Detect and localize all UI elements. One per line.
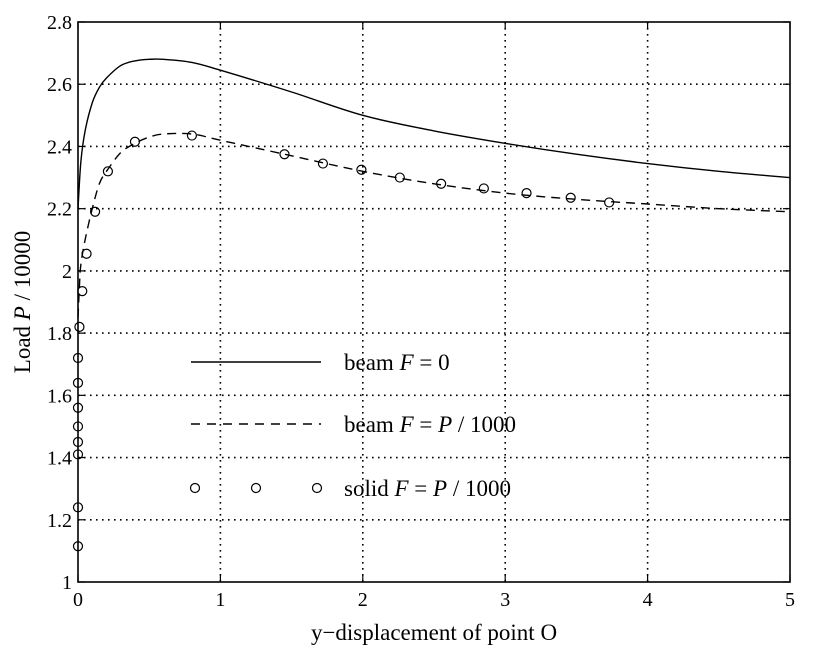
data-point-solid-f-p1000 bbox=[565, 192, 576, 203]
y-tick-label: 2.4 bbox=[47, 136, 72, 158]
legend-formula-2: P bbox=[437, 412, 452, 437]
y-axis-label-word: Load bbox=[10, 320, 35, 373]
y-tick-label: 2.6 bbox=[47, 74, 72, 96]
data-point-solid-f-p1000 bbox=[394, 172, 405, 183]
x-axis-label: y−displacement of point O bbox=[311, 620, 557, 645]
data-point-solid-f-p1000 bbox=[89, 206, 101, 217]
data-point-solid-f-p1000 bbox=[604, 197, 615, 208]
data-point-solid-f-p1000 bbox=[521, 188, 532, 199]
y-tick-label: 2.2 bbox=[47, 199, 72, 221]
x-tick-label: 1 bbox=[215, 589, 225, 611]
legend-sample-circle-marker bbox=[189, 482, 201, 494]
legend-formula: F bbox=[399, 412, 415, 437]
y-tick-label: 1.4 bbox=[47, 448, 72, 470]
y-tick-label: 1.2 bbox=[47, 510, 72, 532]
data-point-solid-f-p1000 bbox=[436, 178, 447, 189]
x-tick-label: 0 bbox=[73, 589, 83, 611]
series-line-beam-f0 bbox=[77, 58, 791, 209]
legend-label: beam F = P / 1000 bbox=[344, 412, 516, 437]
legend-suffix: = bbox=[409, 476, 433, 501]
legend-suffix-2: / 1000 bbox=[452, 412, 516, 437]
y-tick-label: 2.8 bbox=[47, 12, 72, 34]
legend-prefix: beam bbox=[344, 412, 400, 437]
legend-prefix: solid bbox=[344, 476, 394, 501]
x-tick-label: 3 bbox=[500, 589, 510, 611]
x-tick-label: 4 bbox=[643, 589, 653, 611]
x-tick-label: 5 bbox=[785, 589, 795, 611]
legend-item-solid-fp: solid F = P / 1000 bbox=[189, 476, 511, 501]
legend-suffix: = 0 bbox=[414, 350, 450, 375]
data-point-solid-f-p1000 bbox=[356, 164, 367, 175]
data-point-solid-f-p1000 bbox=[478, 183, 489, 194]
legend-item-beam-f0: beam F = 0 bbox=[191, 350, 450, 375]
data-point-solid-f-p1000 bbox=[74, 321, 85, 332]
legend-sample-circle-marker bbox=[250, 482, 262, 494]
legend-sample-circle-marker bbox=[311, 482, 323, 494]
legend-formula-2: P bbox=[432, 476, 447, 501]
data-point-solid-f-p1000 bbox=[102, 166, 114, 177]
legend-label: beam F = 0 bbox=[344, 350, 450, 375]
legend-suffix-2: / 1000 bbox=[447, 476, 511, 501]
data-point-solid-f-p1000 bbox=[279, 149, 290, 160]
data-point-solid-f-p1000 bbox=[186, 130, 198, 141]
legend: beam F = 0 beam F = P / 1000 solid F = P… bbox=[189, 350, 516, 501]
legend-item-beam-fp: beam F = P / 1000 bbox=[191, 412, 516, 437]
data-point-solid-f-p1000 bbox=[317, 158, 329, 169]
legend-suffix: = bbox=[414, 412, 438, 437]
plot-frame bbox=[77, 21, 791, 583]
y-tick-label: 1.6 bbox=[47, 385, 72, 407]
y-axis-label-symbol: P bbox=[10, 306, 35, 321]
y-axis-label-rest: / 10000 bbox=[10, 231, 35, 306]
legend-label: solid F = P / 1000 bbox=[344, 476, 511, 501]
series-line-beam-f-p1000 bbox=[77, 132, 791, 318]
y-tick-label: 1 bbox=[62, 572, 72, 594]
y-axis-label: Load P / 10000 bbox=[10, 231, 35, 373]
data-point-solid-f-p1000 bbox=[81, 248, 92, 259]
axis-ticks: 0 1 2 3 4 511.21.41.61.822.22.42.62.8 bbox=[47, 12, 795, 611]
legend-prefix: beam bbox=[344, 350, 400, 375]
y-tick-label: 1.8 bbox=[47, 323, 72, 345]
legend-formula: F bbox=[393, 476, 409, 501]
x-tick-label: 2 bbox=[358, 589, 368, 611]
y-tick-label: 2 bbox=[62, 261, 72, 283]
legend-formula: F bbox=[399, 350, 415, 375]
data-point-solid-f-p1000 bbox=[129, 136, 141, 147]
